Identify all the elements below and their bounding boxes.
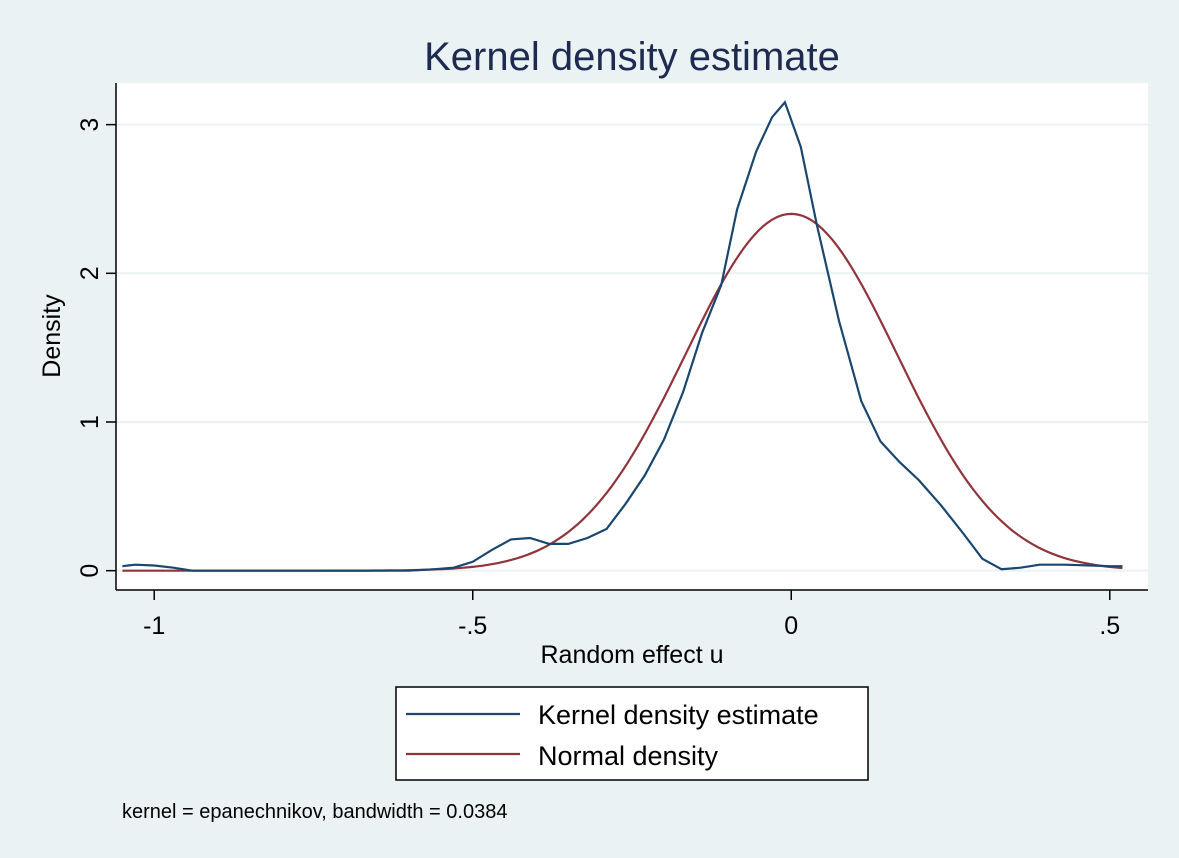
legend-box [395, 686, 869, 781]
y-tick-label-2: 2 [76, 266, 104, 280]
series-layer [122, 100, 1123, 572]
y-axis-label: Density [38, 294, 66, 378]
y-tick-label-1: 1 [76, 415, 104, 429]
series-line-kernel-density [122, 100, 1123, 572]
y-tick-label-3: 3 [76, 118, 104, 132]
chart-title: Kernel density estimate [424, 35, 840, 79]
plot-area [116, 83, 1148, 590]
x-tick-label-0: -1 [143, 612, 165, 640]
x-axis-label: Random effect u [541, 641, 724, 669]
legend: Kernel density estimate Normal density [395, 686, 869, 781]
y-tick-label-0: 0 [76, 564, 104, 578]
x-tick-label-3: .5 [1099, 612, 1120, 640]
legend-label-kernel: Kernel density estimate [538, 700, 819, 730]
x-tick-label-2: 0 [784, 612, 798, 640]
x-axis-ticks: -1 -.5 0 .5 [143, 590, 1120, 640]
y-axis-ticks: 0 1 2 3 [76, 118, 116, 578]
chart-note: kernel = epanechnikov, bandwidth = 0.038… [122, 801, 507, 823]
legend-label-normal: Normal density [538, 741, 719, 771]
x-tick-label-1: -.5 [458, 612, 487, 640]
